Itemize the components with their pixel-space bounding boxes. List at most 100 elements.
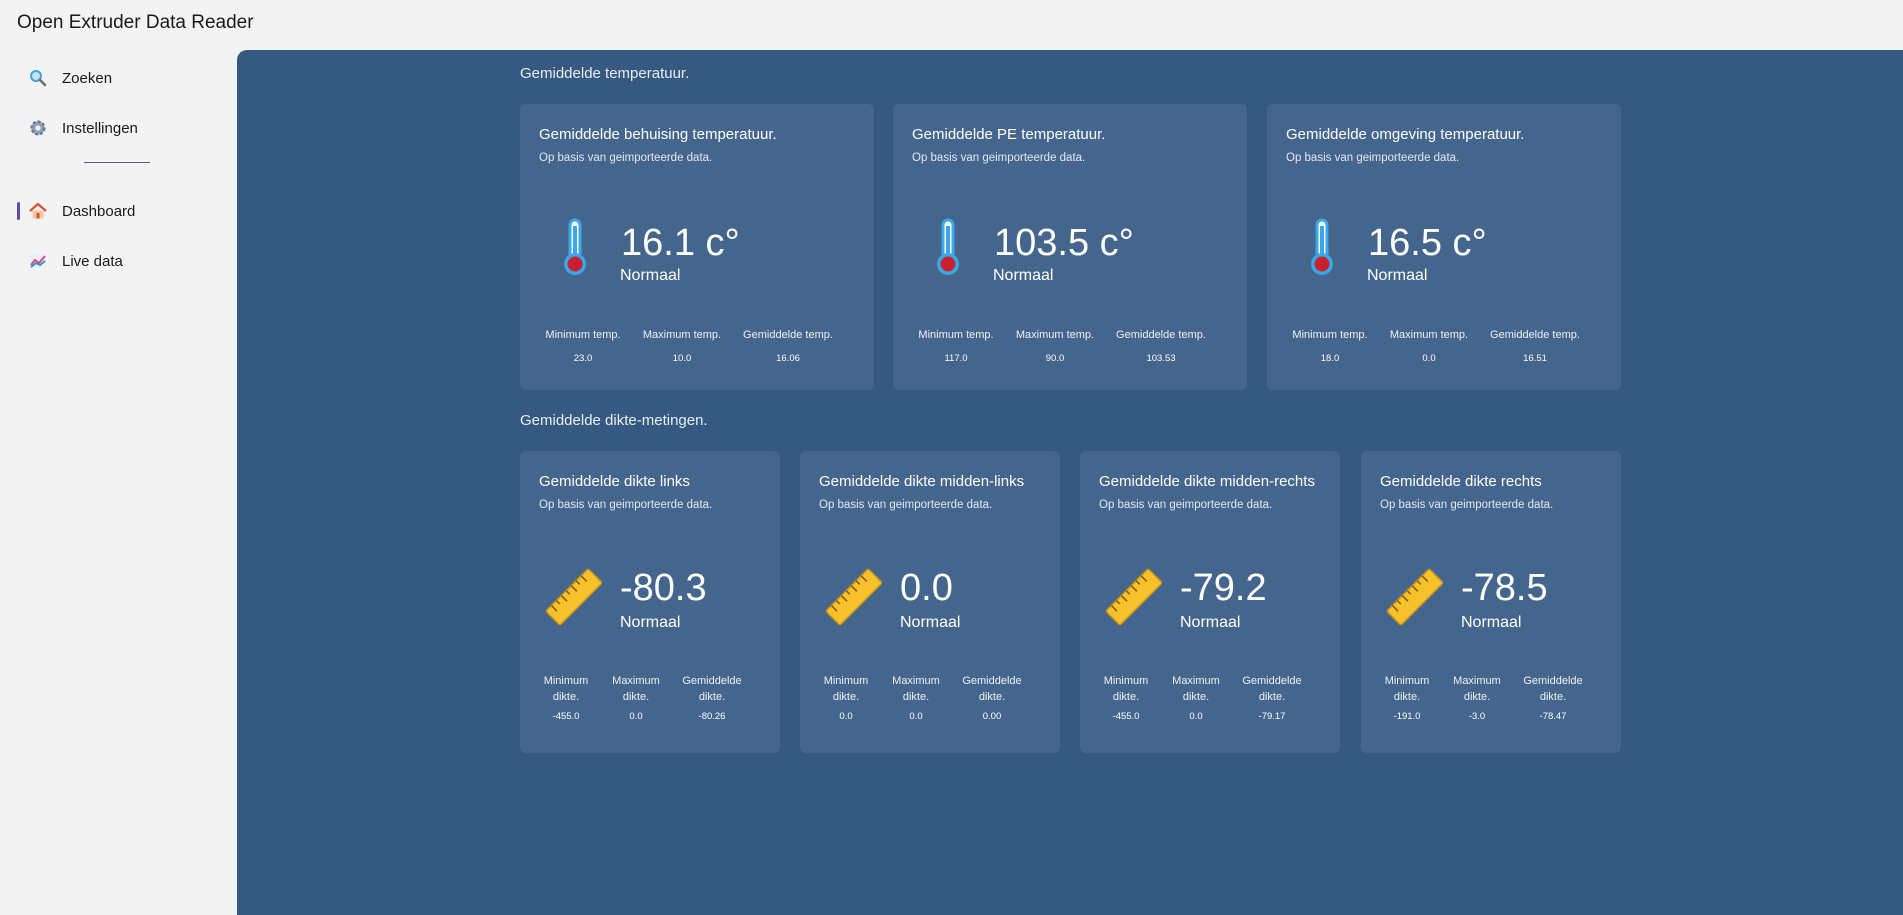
avg-stat: Gemiddelde dikte. 0.00 xyxy=(954,673,1030,722)
chart-icon xyxy=(28,251,48,271)
card-subtitle: Op basis van geimporteerde data. xyxy=(819,499,993,511)
avg-stat: Gemiddelde dikte. -80.26 xyxy=(674,673,750,722)
status-label: Normaal xyxy=(620,614,681,631)
avg-label-line: Gemiddelde xyxy=(682,675,742,687)
avg-label-line: dikte. xyxy=(1258,691,1286,703)
dashboard-panel: Gemiddelde temperatuur. Gemiddelde behui… xyxy=(237,50,1903,915)
home-icon xyxy=(28,201,48,221)
avg-label: Gemiddelde temp. xyxy=(743,329,833,341)
max-value: -3.0 xyxy=(1468,711,1486,722)
card-title: Gemiddelde omgeving temperatuur. xyxy=(1286,126,1525,143)
max-label-line: Maximum xyxy=(1172,675,1220,687)
max-label-line: dikte. xyxy=(902,691,930,703)
max-label: Maximum dikte. xyxy=(1447,673,1507,705)
max-label: Maximum dikte. xyxy=(886,673,946,705)
card-subtitle: Op basis van geimporteerde data. xyxy=(1099,499,1273,511)
avg-value: -78.47 xyxy=(1539,711,1567,722)
max-stat: Maximum temp. 0.0 xyxy=(1383,327,1475,364)
max-stat: Maximum temp. 90.0 xyxy=(1009,327,1101,364)
temperature-section-title: Gemiddelde temperatuur. xyxy=(520,65,690,82)
sidebar-item-label: Dashboard xyxy=(62,202,136,220)
min-value: -191.0 xyxy=(1393,711,1421,722)
max-value: 0.0 xyxy=(1189,711,1203,722)
avg-stat: Gemiddelde dikte. -78.47 xyxy=(1515,673,1591,722)
max-stat: Maximum dikte. 0.0 xyxy=(606,673,666,722)
avg-label: Gemiddelde dikte. xyxy=(1234,673,1310,705)
sidebar-item-live-data[interactable]: Live data xyxy=(14,241,224,281)
ruler-icon xyxy=(1104,567,1164,631)
ruler-icon xyxy=(544,567,604,631)
max-stat: Maximum dikte. -3.0 xyxy=(1447,673,1507,722)
temperature-card: Gemiddelde behuising temperatuur. Op bas… xyxy=(520,104,874,390)
avg-stat: Gemiddelde temp. 103.53 xyxy=(1107,327,1215,364)
sidebar-nav: Zoeken Instellingen Dashboard Live data xyxy=(14,58,224,291)
nav-separator xyxy=(84,162,150,163)
max-value: 0.0 xyxy=(629,711,643,722)
avg-label: Gemiddelde dikte. xyxy=(674,673,750,705)
max-value: 0.0 xyxy=(1422,353,1436,364)
card-title: Gemiddelde dikte rechts xyxy=(1380,473,1542,490)
thermometer-icon xyxy=(560,218,590,282)
thickness-section-title: Gemiddelde dikte-metingen. xyxy=(520,412,708,429)
max-value: 10.0 xyxy=(672,353,692,364)
average-value: 0.0 xyxy=(900,567,953,609)
min-label-line: Minimum xyxy=(1384,675,1430,687)
min-label: Minimum dikte. xyxy=(1094,673,1158,705)
avg-value: 16.06 xyxy=(776,353,800,364)
max-label: Maximum temp. xyxy=(1015,329,1095,341)
min-label-line: Minimum xyxy=(1103,675,1149,687)
avg-stat: Gemiddelde dikte. -79.17 xyxy=(1234,673,1310,722)
min-stat: Minimum temp. 18.0 xyxy=(1285,327,1375,364)
min-stat: Minimum dikte. -455.0 xyxy=(534,673,598,722)
avg-label: Gemiddelde temp. xyxy=(1116,329,1206,341)
max-label: Maximum temp. xyxy=(1389,329,1469,341)
min-value: -455.0 xyxy=(1112,711,1140,722)
status-label: Normaal xyxy=(620,267,681,284)
average-value: 16.5 c° xyxy=(1368,222,1487,264)
max-stat: Maximum dikte. 0.0 xyxy=(1166,673,1226,722)
avg-value: -80.26 xyxy=(698,711,726,722)
average-value: 103.5 c° xyxy=(994,222,1134,264)
min-value: 0.0 xyxy=(839,711,853,722)
average-value: 16.1 c° xyxy=(621,222,740,264)
min-label: Minimum dikte. xyxy=(1375,673,1439,705)
max-label: Maximum dikte. xyxy=(606,673,666,705)
sidebar-item-dashboard[interactable]: Dashboard xyxy=(14,191,224,231)
max-label-line: dikte. xyxy=(622,691,650,703)
max-label-line: dikte. xyxy=(1463,691,1491,703)
sidebar-item-settings[interactable]: Instellingen xyxy=(14,108,224,148)
avg-label-line: dikte. xyxy=(698,691,726,703)
sidebar-item-search[interactable]: Zoeken xyxy=(14,58,224,98)
average-value: -79.2 xyxy=(1180,567,1267,609)
card-subtitle: Op basis van geimporteerde data. xyxy=(1380,499,1554,511)
min-stat: Minimum temp. 117.0 xyxy=(911,327,1001,364)
max-label-line: Maximum xyxy=(612,675,660,687)
card-title: Gemiddelde dikte midden-links xyxy=(819,473,1025,490)
avg-label-line: Gemiddelde xyxy=(1242,675,1302,687)
temperature-card: Gemiddelde PE temperatuur. Op basis van … xyxy=(893,104,1247,390)
min-label-line: dikte. xyxy=(1112,691,1140,703)
status-label: Normaal xyxy=(900,614,961,631)
min-label-line: dikte. xyxy=(1393,691,1421,703)
card-title: Gemiddelde dikte midden-rechts xyxy=(1099,473,1315,490)
thickness-card: Gemiddelde dikte midden-links Op basis v… xyxy=(800,451,1060,753)
min-label: Minimum dikte. xyxy=(534,673,598,705)
sidebar-item-label: Instellingen xyxy=(62,119,138,137)
average-value: -80.3 xyxy=(620,567,707,609)
max-value: 90.0 xyxy=(1045,353,1065,364)
min-label: Minimum temp. xyxy=(1292,329,1368,341)
max-label: Maximum temp. xyxy=(642,329,722,341)
avg-value: -79.17 xyxy=(1258,711,1286,722)
card-title: Gemiddelde behuising temperatuur. xyxy=(539,126,777,143)
card-subtitle: Op basis van geimporteerde data. xyxy=(912,152,1086,164)
avg-stat: Gemiddelde temp. 16.06 xyxy=(734,327,842,364)
card-subtitle: Op basis van geimporteerde data. xyxy=(539,499,713,511)
max-label-line: dikte. xyxy=(1182,691,1210,703)
min-value: 18.0 xyxy=(1320,353,1340,364)
max-label: Maximum dikte. xyxy=(1166,673,1226,705)
max-stat: Maximum temp. 10.0 xyxy=(636,327,728,364)
min-label: Minimum temp. xyxy=(545,329,621,341)
min-value: -455.0 xyxy=(552,711,580,722)
avg-label: Gemiddelde dikte. xyxy=(954,673,1030,705)
status-label: Normaal xyxy=(993,267,1054,284)
